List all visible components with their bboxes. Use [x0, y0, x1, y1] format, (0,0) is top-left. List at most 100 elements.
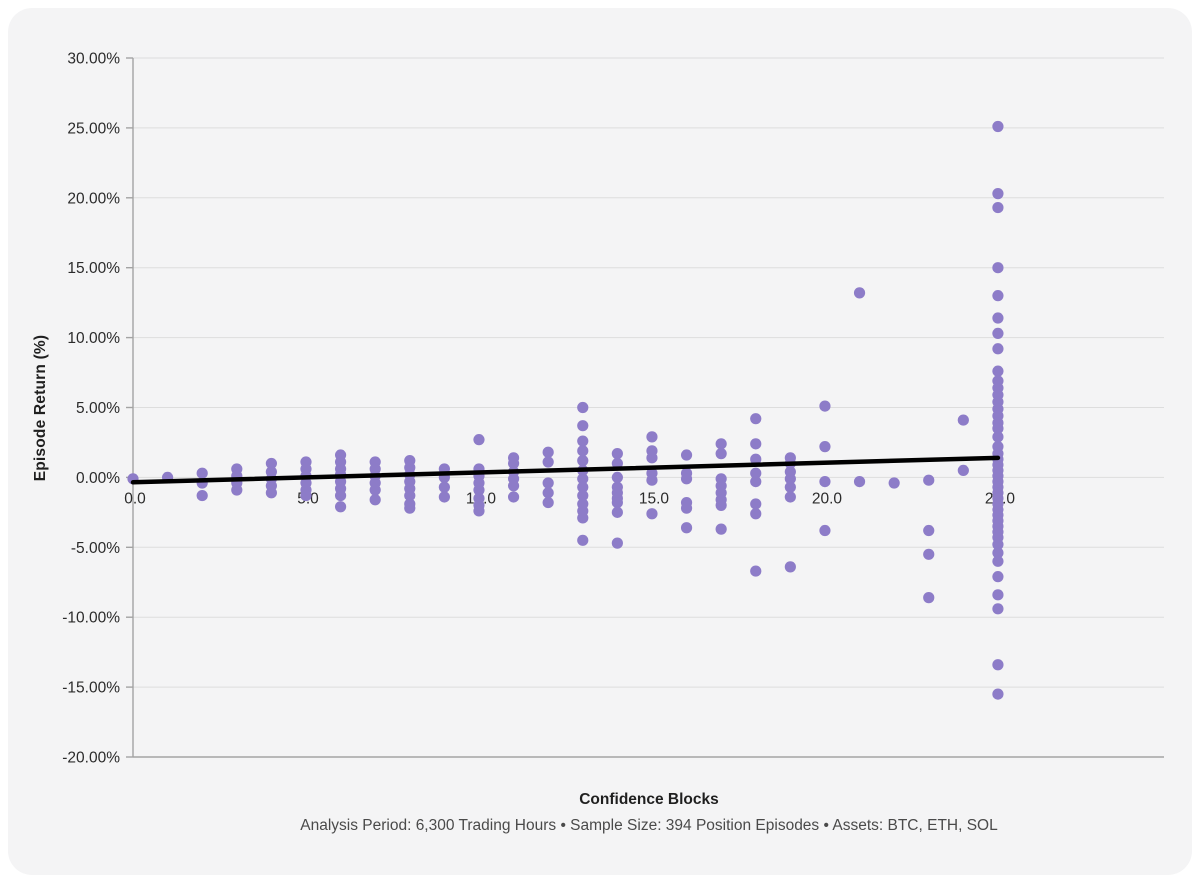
- data-point: [369, 484, 381, 496]
- data-point: [265, 487, 277, 499]
- data-point: [334, 501, 347, 513]
- data-point: [646, 508, 658, 520]
- data-point: [750, 413, 762, 425]
- data-point: [404, 502, 416, 514]
- data-point: [334, 489, 347, 502]
- x-tick-label: 15.0: [639, 490, 670, 507]
- data-point: [853, 287, 866, 299]
- data-point: [646, 431, 658, 443]
- data-point: [611, 471, 623, 483]
- data-point: [231, 484, 243, 496]
- data-point: [611, 448, 623, 460]
- data-point: [577, 455, 589, 467]
- data-point: [992, 120, 1004, 133]
- data-point: [300, 489, 312, 502]
- data-point: [992, 343, 1004, 355]
- data-point: [923, 474, 935, 486]
- data-point: [577, 435, 589, 447]
- data-point: [473, 505, 485, 517]
- data-point: [196, 489, 208, 502]
- data-point: [992, 571, 1004, 583]
- y-tick-label: 30.00%: [67, 51, 120, 68]
- chart-subtitle: Analysis Period: 6,300 Trading Hours • S…: [300, 817, 998, 834]
- data-point: [438, 481, 450, 493]
- y-tick-label: -15.00%: [62, 680, 120, 697]
- data-point: [473, 484, 485, 496]
- data-point: [957, 464, 969, 477]
- data-point: [992, 312, 1004, 324]
- data-point: [507, 491, 520, 503]
- data-point: [992, 365, 1004, 377]
- data-point: [750, 467, 762, 479]
- y-tick-label: 10.00%: [67, 330, 120, 347]
- data-point: [715, 438, 727, 450]
- data-point: [992, 188, 1004, 200]
- y-tick-label: -20.00%: [62, 750, 120, 767]
- y-tick-label: 25.00%: [67, 120, 120, 137]
- data-point: [853, 475, 866, 488]
- data-point: [577, 401, 589, 414]
- data-point: [715, 448, 727, 460]
- data-point: [923, 548, 935, 560]
- data-point: [784, 473, 796, 485]
- data-point: [819, 400, 831, 412]
- data-point: [750, 498, 762, 510]
- data-point: [196, 467, 208, 479]
- y-tick-label: 0.00%: [76, 470, 120, 487]
- data-point: [577, 534, 589, 546]
- data-point: [680, 473, 693, 485]
- data-point: [438, 491, 450, 503]
- data-point: [473, 434, 485, 446]
- data-point: [611, 496, 623, 509]
- data-point: [680, 449, 693, 461]
- data-point: [750, 453, 762, 465]
- y-axis-title: Episode Return (%): [32, 334, 49, 482]
- data-point: [992, 547, 1004, 559]
- data-point: [577, 481, 589, 493]
- y-tick-label: -10.00%: [62, 610, 120, 627]
- data-point: [819, 441, 831, 453]
- data-point: [542, 456, 554, 468]
- data-point: [646, 474, 658, 486]
- data-point: [507, 480, 520, 492]
- data-point: [819, 475, 831, 488]
- data-point: [750, 475, 762, 488]
- data-point: [611, 506, 623, 518]
- data-point: [750, 508, 762, 520]
- data-point: [992, 659, 1004, 671]
- data-point: [265, 457, 277, 470]
- chart-card: [8, 8, 1192, 875]
- data-point: [819, 524, 831, 537]
- data-point: [577, 489, 589, 502]
- data-point: [923, 524, 935, 537]
- data-point: [750, 438, 762, 450]
- data-point: [577, 445, 589, 457]
- data-point: [957, 414, 969, 426]
- data-point: [992, 589, 1004, 601]
- trend-line: [130, 455, 1001, 485]
- data-point: [992, 327, 1004, 340]
- data-point: [646, 452, 658, 464]
- data-point: [923, 592, 935, 604]
- data-point: [992, 688, 1004, 700]
- data-point: [680, 502, 693, 514]
- x-tick-label: 0.0: [124, 490, 146, 507]
- data-point: [888, 477, 900, 489]
- y-tick-label: 5.00%: [76, 400, 120, 417]
- data-point: [784, 491, 796, 503]
- data-point: [577, 420, 589, 432]
- y-tick-label: 20.00%: [67, 190, 120, 207]
- data-point: [577, 473, 589, 485]
- y-tick-label: 15.00%: [67, 260, 120, 277]
- data-point: [611, 457, 623, 470]
- data-point: [404, 489, 416, 502]
- data-point: [992, 431, 1004, 443]
- y-tick-label: -5.00%: [71, 540, 120, 557]
- data-point: [784, 561, 796, 573]
- data-point: [992, 262, 1004, 274]
- data-point: [577, 512, 589, 524]
- x-axis-title: Confidence Blocks: [579, 791, 719, 808]
- data-point: [611, 537, 623, 549]
- x-tick-label: 20.0: [812, 490, 843, 507]
